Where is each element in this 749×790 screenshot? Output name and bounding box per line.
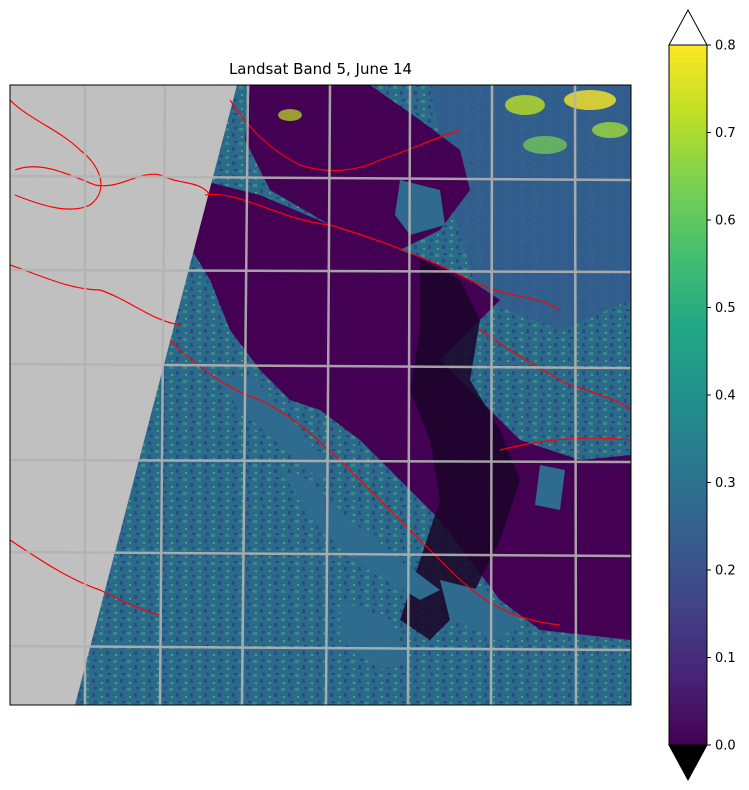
colorbar-tick-label: 0.4 xyxy=(715,389,736,404)
colorbar: 0.0 0.1 0.2 0.3 0.4 0.5 0.6 0.7 0.8 xyxy=(668,8,736,782)
colorbar-tick-label: 0.0 xyxy=(715,739,736,754)
no-data-region xyxy=(10,85,237,705)
colorbar-tick-label: 0.1 xyxy=(715,651,736,666)
colorbar-tick-label: 0.6 xyxy=(715,214,736,229)
colorbar-tick-label: 0.8 xyxy=(715,39,736,54)
map-frame xyxy=(9,84,632,706)
island-6 xyxy=(535,465,565,510)
map-panel xyxy=(10,85,631,705)
chart-title: Landsat Band 5, June 14 xyxy=(228,60,413,78)
northeast-land xyxy=(430,85,631,330)
strait-water xyxy=(180,180,631,640)
coastlines xyxy=(10,99,631,626)
colorbar-under-extension xyxy=(668,744,708,782)
island-3 xyxy=(340,600,410,670)
colorbar-tick-label: 0.7 xyxy=(715,126,736,141)
dark-channel xyxy=(400,260,520,640)
graticule xyxy=(10,85,631,705)
colorbar-over-extension xyxy=(668,8,708,46)
colorbar-ticks: 0.0 0.1 0.2 0.3 0.4 0.5 0.6 0.7 0.8 xyxy=(707,39,736,754)
island-2 xyxy=(280,470,440,600)
cloud-patches xyxy=(278,90,628,154)
island-5 xyxy=(395,180,445,235)
colorbar-gradient xyxy=(669,45,707,745)
colorbar-tick-label: 0.3 xyxy=(715,476,736,491)
island-4 xyxy=(440,580,520,640)
colorbar-tick-label: 0.5 xyxy=(715,301,736,316)
colorbar-tick-label: 0.2 xyxy=(715,564,736,579)
